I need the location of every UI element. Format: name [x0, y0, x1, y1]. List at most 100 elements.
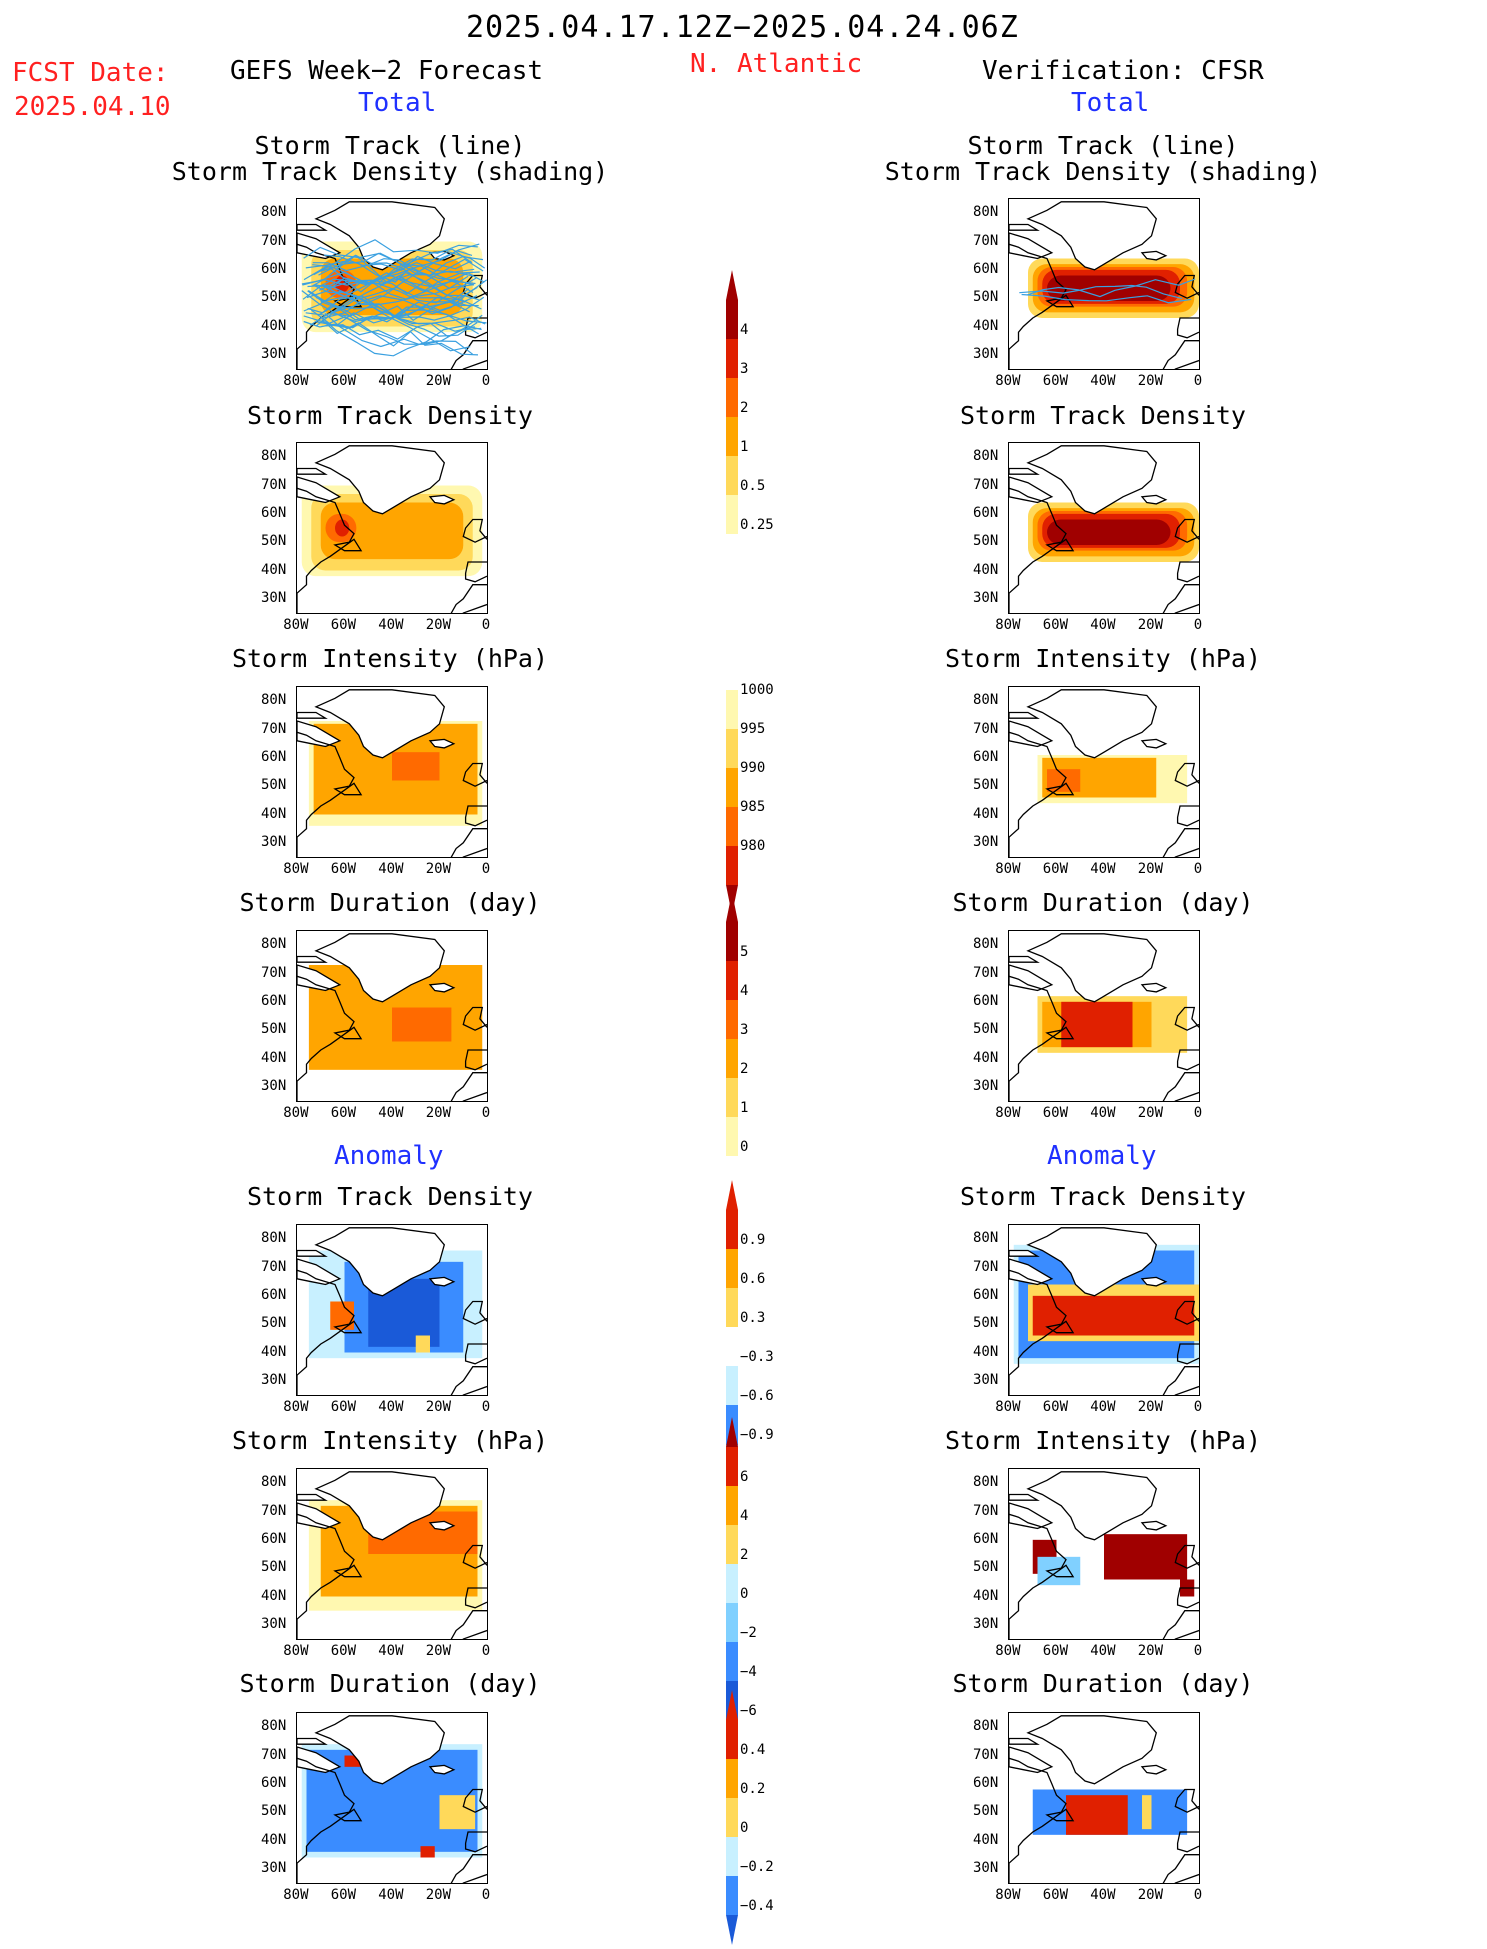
coastline [1174, 518, 1199, 543]
y-tick-label: 60N [973, 1774, 999, 1791]
colorbar-label: 2 [740, 1061, 749, 1077]
colorbar-segment [726, 846, 738, 885]
y-tick-label: 60N [973, 748, 999, 765]
x-tick-label: 40W [1090, 861, 1116, 877]
coastline [1009, 1493, 1040, 1501]
coastline [1140, 1276, 1168, 1287]
x-tick-label: 0 [1193, 1887, 1203, 1903]
y-tick-label: 50N [261, 1803, 287, 1820]
y-tick-label: 30N [261, 589, 287, 606]
colorbar-label: 0 [740, 1139, 749, 1155]
x-tick-label: 0 [1193, 373, 1203, 389]
shading-cell [1104, 1534, 1188, 1580]
coastline [1176, 317, 1199, 339]
y-tick-label: 60N [261, 1286, 287, 1303]
colorbar-segment [726, 1210, 738, 1249]
colorbar-segment [726, 1603, 738, 1642]
coastline [297, 1757, 363, 1883]
y-tick-label: 30N [973, 1371, 999, 1388]
coastline [1009, 1269, 1075, 1395]
coastline [1009, 1502, 1054, 1530]
colorbar-segment [726, 1798, 738, 1837]
y-tick-label: 50N [973, 1559, 999, 1576]
colorbar-segment [726, 300, 738, 339]
colorbar-segment [726, 1000, 738, 1039]
y-tick-label: 80N [261, 936, 287, 953]
y-tick-label: 70N [261, 1258, 287, 1275]
y-tick-label: 80N [973, 1474, 999, 1491]
coastline [462, 762, 487, 787]
colorbar-extend-top [726, 1180, 738, 1210]
x-tick-label: 20W [1137, 617, 1164, 633]
map-plot [1009, 933, 1199, 1101]
coastline [297, 223, 328, 231]
storm-track-line [302, 272, 485, 300]
storm-track-line [321, 283, 482, 310]
colorbar-label: 985 [740, 799, 766, 815]
y-tick-label: 40N [973, 1343, 999, 1360]
x-tick-label: 40W [1090, 1105, 1116, 1121]
coastline [1162, 1854, 1199, 1883]
x-tick-label: 80W [283, 1643, 309, 1659]
panel-title-track-density: Storm Track Density [247, 401, 533, 430]
x-tick-label: 20W [425, 373, 452, 389]
coastline [464, 1049, 487, 1071]
shading-cell [1047, 275, 1171, 301]
coastline [1009, 487, 1075, 613]
y-tick-label: 30N [261, 833, 287, 850]
x-tick-label: 0 [1193, 861, 1203, 877]
coastline [314, 933, 446, 1003]
colorbar-extend-top [726, 270, 738, 300]
y-tick-label: 50N [973, 1803, 999, 1820]
colorbar-segment [726, 1876, 738, 1915]
y-tick-label: 70N [973, 1258, 999, 1275]
coastline [1009, 1746, 1054, 1774]
x-tick-label: 40W [1090, 373, 1116, 389]
coastline [1009, 1249, 1040, 1257]
y-tick-label: 70N [261, 964, 287, 981]
coastline [1026, 1715, 1158, 1785]
panel-title-duration-r: Storm Duration (day) [952, 888, 1254, 917]
colorbar-segment [726, 456, 738, 495]
colorbar-segment [726, 961, 738, 1000]
coastline [450, 1072, 487, 1101]
y-tick-label: 40N [261, 1343, 287, 1360]
coastline [462, 518, 487, 543]
coastline [1140, 738, 1168, 749]
shading-cell [439, 1795, 476, 1830]
y-tick-label: 30N [261, 1615, 287, 1632]
colorbar-label: 4 [740, 983, 749, 999]
colorbar-extend-top [726, 1690, 738, 1720]
map-panel [1008, 930, 1200, 1102]
colorbar-segment [726, 807, 738, 846]
y-tick-label: 40N [261, 317, 287, 334]
y-tick-label: 30N [973, 345, 999, 362]
y-tick-label: 50N [261, 289, 287, 306]
coastline [297, 467, 328, 475]
colorbar-extend-bottom [726, 1915, 738, 1945]
x-tick-label: 60W [330, 861, 357, 877]
coastline [1174, 1788, 1199, 1813]
colorbar-segment [726, 1117, 738, 1156]
x-tick-label: 20W [1137, 1105, 1164, 1121]
coastline [450, 828, 487, 857]
coastline [297, 476, 342, 504]
x-tick-label: 0 [1193, 1399, 1203, 1415]
map-plot [1009, 689, 1199, 857]
colorbar-label: −0.3 [740, 1349, 774, 1365]
fcst-date-label: FCST Date: [12, 58, 169, 88]
coastline [1176, 1343, 1199, 1365]
left-column-title: GEFS Week−2 Forecast [230, 56, 544, 86]
colorbar-label: 4 [740, 322, 749, 338]
coastline [428, 1276, 456, 1287]
storm-track-line [309, 273, 469, 326]
x-tick-label: 40W [378, 861, 404, 877]
y-tick-label: 60N [261, 504, 287, 521]
y-tick-label: 50N [973, 289, 999, 306]
panel-title-intensity: Storm Intensity (hPa) [231, 644, 549, 673]
x-tick-label: 80W [995, 373, 1021, 389]
coastline [314, 445, 446, 515]
y-tick-label: 40N [973, 805, 999, 822]
x-tick-label: 80W [995, 617, 1021, 633]
map-plot [1009, 201, 1199, 369]
